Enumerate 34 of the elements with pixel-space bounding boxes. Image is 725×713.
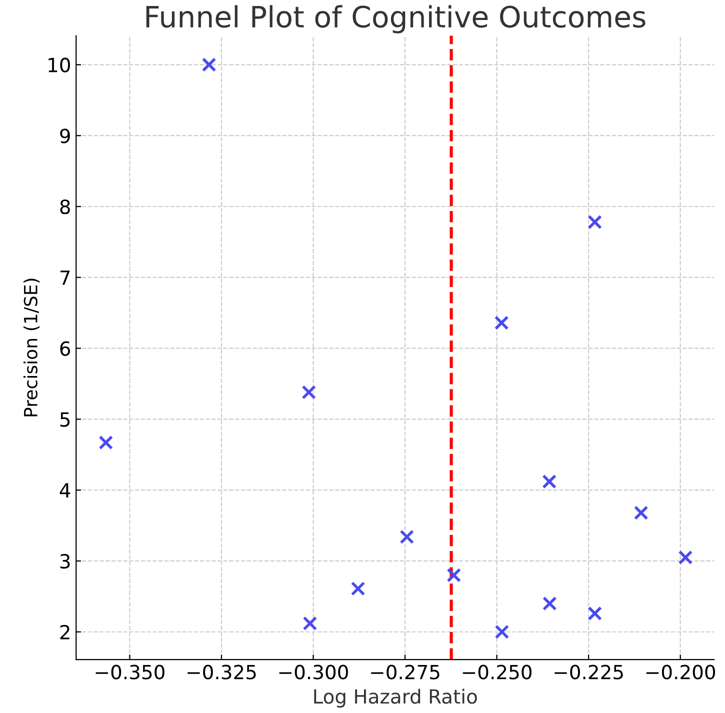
y-tick-label: 2 (60, 624, 70, 640)
x-tick-label: −0.325 (188, 664, 256, 680)
point (98, 435, 114, 450)
point (588, 214, 602, 230)
y-tick-label: 7 (60, 270, 70, 285)
point (400, 530, 414, 544)
y-tick-label: 8 (60, 199, 70, 214)
x-tick-label: −0.250 (462, 664, 532, 680)
point (588, 606, 602, 621)
x-tick-label: −0.200 (646, 664, 716, 680)
point (542, 474, 557, 489)
point (350, 581, 366, 596)
point (634, 506, 648, 520)
y-tick-label: 9 (60, 128, 70, 144)
y-tick-label: 3 (60, 554, 70, 569)
y-tick-label: 6 (60, 341, 70, 356)
y-tick-label: 4 (60, 483, 70, 498)
x-tick-label: −0.350 (96, 664, 164, 680)
x-tick-label: −0.300 (279, 664, 348, 680)
point (446, 568, 462, 582)
point (302, 616, 318, 631)
y-axis-title: Precision (1/SE) (23, 278, 40, 416)
x-axis-title: Log Hazard Ratio (314, 688, 477, 708)
y-tick-label: 5 (60, 412, 70, 427)
x-tick-label: −0.275 (371, 664, 440, 680)
point (302, 385, 316, 400)
point (678, 550, 693, 565)
point (542, 596, 557, 611)
y-tick-label: 10 (48, 58, 70, 72)
point (202, 58, 216, 72)
x-tick-label: −0.225 (554, 664, 623, 680)
point (494, 316, 509, 330)
chart-title: Funnel Plot of Cognitive Outcomes (146, 5, 646, 34)
point (494, 624, 510, 640)
